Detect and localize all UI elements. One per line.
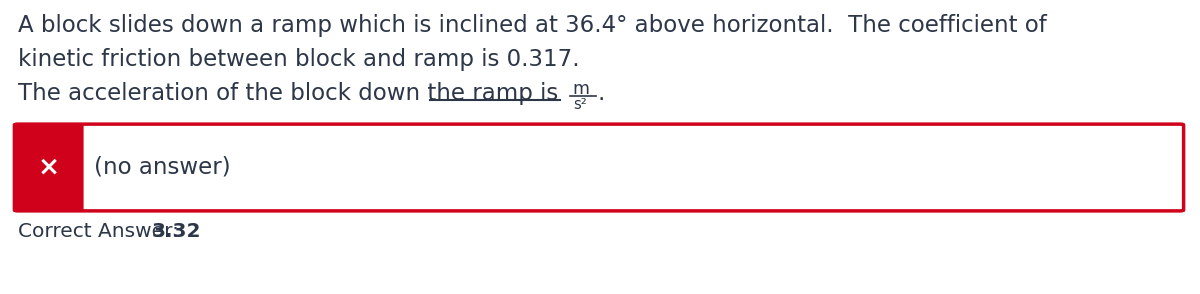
Text: Correct Answer:: Correct Answer: — [18, 222, 192, 241]
Text: A block slides down a ramp which is inclined at 36.4° above horizontal.  The coe: A block slides down a ramp which is incl… — [18, 14, 1046, 37]
FancyBboxPatch shape — [14, 124, 84, 211]
Text: (no answer): (no answer) — [94, 156, 230, 179]
Text: kinetic friction between block and ramp is 0.317.: kinetic friction between block and ramp … — [18, 48, 580, 71]
Text: s²: s² — [574, 97, 587, 112]
Text: The acceleration of the block down the ramp is: The acceleration of the block down the r… — [18, 82, 558, 105]
Text: .: . — [598, 82, 605, 105]
Text: m: m — [572, 80, 589, 98]
FancyBboxPatch shape — [14, 124, 1183, 211]
Text: ×: × — [38, 155, 60, 181]
Text: 3.32: 3.32 — [152, 222, 202, 241]
